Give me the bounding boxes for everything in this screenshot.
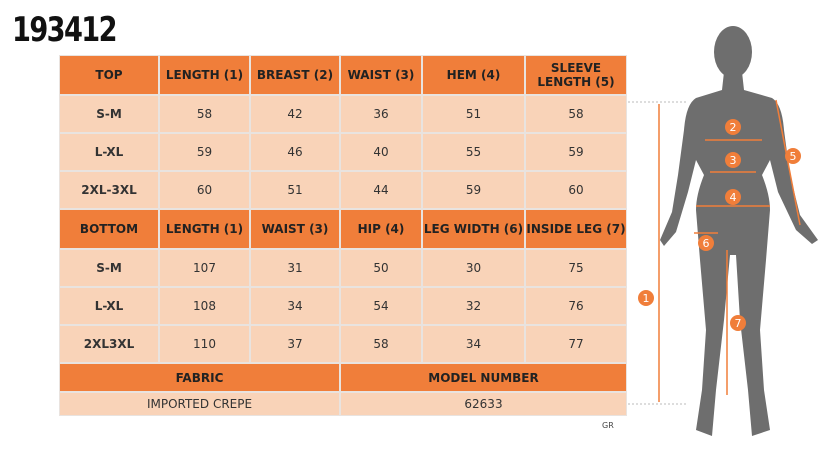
measurement: 40 — [340, 133, 422, 171]
header-cell: LENGTH (1) — [159, 55, 250, 95]
measurement: 107 — [159, 249, 250, 287]
marker-dot — [785, 148, 801, 164]
measurement: 60 — [159, 171, 250, 209]
marker-label: 3 — [730, 154, 737, 167]
measurement: 30 — [422, 249, 525, 287]
marker-label: 7 — [735, 317, 742, 330]
size-label: L-XL — [59, 133, 159, 171]
silhouette — [660, 26, 818, 436]
measurement: 108 — [159, 287, 250, 325]
marker-label: 5 — [790, 150, 797, 163]
measurement: 58 — [159, 95, 250, 133]
header-cell: WAIST (3) — [340, 55, 422, 95]
size-label: L-XL — [59, 287, 159, 325]
measurement: 75 — [525, 249, 627, 287]
marker-label: 2 — [730, 121, 737, 134]
marker-dot — [638, 290, 654, 306]
marker-dot — [725, 119, 741, 135]
header-cell: BOTTOM — [59, 209, 159, 249]
size-table: TOP LENGTH (1) BREAST (2) WAIST (3) HEM (4) S… — [59, 55, 627, 416]
note: GR — [602, 421, 614, 430]
measurement: 37 — [250, 325, 340, 363]
measurement: 51 — [422, 95, 525, 133]
marker-label: 6 — [703, 237, 710, 250]
measurement: 32 — [422, 287, 525, 325]
measurement: 76 — [525, 287, 627, 325]
marker-dot — [725, 152, 741, 168]
measurement: 59 — [525, 133, 627, 171]
size-label: S-M — [59, 95, 159, 133]
measure-lines — [658, 99, 801, 402]
markers: 1 2 3 4 5 6 7 — [638, 119, 801, 331]
size-label: S-M — [59, 249, 159, 287]
measurement: 54 — [340, 287, 422, 325]
size-label: 2XL3XL — [59, 325, 159, 363]
marker-label: 1 — [643, 292, 650, 305]
measurement: 58 — [525, 95, 627, 133]
measurement: 110 — [159, 325, 250, 363]
measurement: 34 — [250, 287, 340, 325]
header-cell: INSIDE LEG (7) — [525, 209, 627, 249]
header-cell: LEG WIDTH (6) — [422, 209, 525, 249]
size-label: 2XL-3XL — [59, 171, 159, 209]
measurement: 44 — [340, 171, 422, 209]
header-cell: HEM (4) — [422, 55, 525, 95]
marker-dot — [698, 235, 714, 251]
measurement: 31 — [250, 249, 340, 287]
measurement: 77 — [525, 325, 627, 363]
measurement: 42 — [250, 95, 340, 133]
marker-dot — [725, 189, 741, 205]
header-cell: SLEEVE LENGTH (5) — [525, 55, 627, 95]
footer-value: IMPORTED CREPE — [59, 392, 340, 416]
header-cell: LENGTH (1) — [159, 209, 250, 249]
measurement: 50 — [340, 249, 422, 287]
marker-dot — [730, 315, 746, 331]
measurement: 51 — [250, 171, 340, 209]
footer-value: 62633 — [340, 392, 627, 416]
measurement: 34 — [422, 325, 525, 363]
footer-header: MODEL NUMBER — [340, 363, 627, 392]
measurement: 46 — [250, 133, 340, 171]
measurement: 59 — [159, 133, 250, 171]
header-cell: HIP (4) — [340, 209, 422, 249]
header-cell: WAIST (3) — [250, 209, 340, 249]
measurement: 36 — [340, 95, 422, 133]
marker-label: 4 — [730, 191, 737, 204]
measurement: 60 — [525, 171, 627, 209]
measurement: 59 — [422, 171, 525, 209]
measurement: 58 — [340, 325, 422, 363]
header-cell: TOP — [59, 55, 159, 95]
guide-lines — [628, 101, 688, 405]
header-cell: BREAST (2) — [250, 55, 340, 95]
product-code: 193412 — [12, 10, 118, 50]
measurement: 55 — [422, 133, 525, 171]
footer-header: FABRIC — [59, 363, 340, 392]
